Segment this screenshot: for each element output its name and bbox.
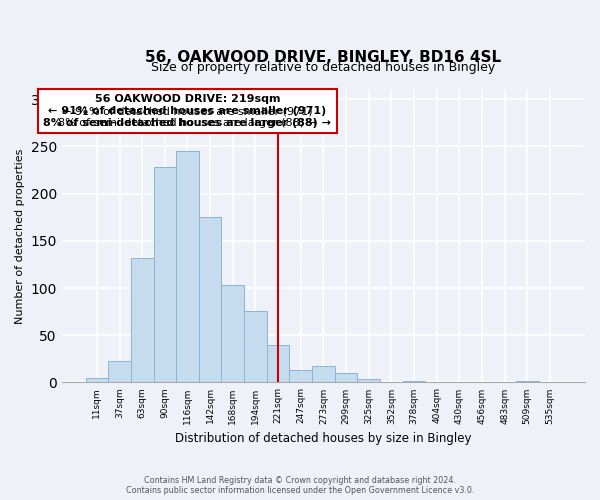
Bar xyxy=(403,380,425,382)
Bar xyxy=(176,151,199,382)
Bar xyxy=(86,378,108,382)
Title: 56, OAKWOOD DRIVE, BINGLEY, BD16 4SL: 56, OAKWOOD DRIVE, BINGLEY, BD16 4SL xyxy=(145,50,502,65)
Text: ← 91% of detached houses are smaller (971)
8% of semi-detached houses are larger: ← 91% of detached houses are smaller (97… xyxy=(58,107,317,128)
X-axis label: Distribution of detached houses by size in Bingley: Distribution of detached houses by size … xyxy=(175,432,472,445)
Bar xyxy=(267,344,289,383)
Bar xyxy=(221,285,244,382)
Y-axis label: Number of detached properties: Number of detached properties xyxy=(15,148,25,324)
Text: Contains HM Land Registry data © Crown copyright and database right 2024.
Contai: Contains HM Land Registry data © Crown c… xyxy=(126,476,474,495)
Text: Size of property relative to detached houses in Bingley: Size of property relative to detached ho… xyxy=(151,60,496,74)
Bar xyxy=(335,373,358,382)
Bar xyxy=(154,167,176,382)
Bar xyxy=(199,217,221,382)
Bar xyxy=(244,310,267,382)
Bar xyxy=(312,366,335,382)
Bar xyxy=(108,360,131,382)
Bar xyxy=(131,258,154,382)
Text: 56 OAKWOOD DRIVE: 219sqm
← 91% of detached houses are smaller (971)
8% of semi-d: 56 OAKWOOD DRIVE: 219sqm ← 91% of detach… xyxy=(43,94,331,128)
Bar xyxy=(289,370,312,382)
Bar xyxy=(358,378,380,382)
